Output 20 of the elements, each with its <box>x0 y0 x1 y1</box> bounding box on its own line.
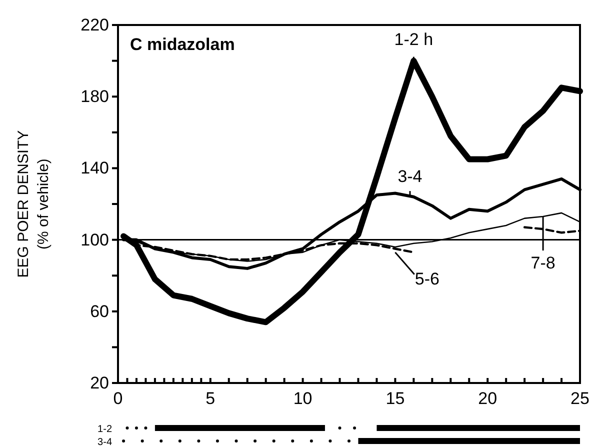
y-axis-title: EEG POER DENSITY (% of vehicle) <box>15 130 52 278</box>
text: C midazolam <box>130 35 235 54</box>
y-tick-label: 60 <box>90 302 109 321</box>
x-tick-label: 10 <box>293 389 312 408</box>
annotation: 1-2 h <box>394 30 434 49</box>
text: 3-4 <box>98 437 112 446</box>
annotation: 7-8 <box>530 254 556 273</box>
x-tick-label: 15 <box>386 389 405 408</box>
y-tick-label: 220 <box>80 15 109 34</box>
x-tick-label: 5 <box>206 389 216 408</box>
annotation: 3-4 <box>398 167 422 186</box>
x-tick-label: 20 <box>478 389 498 408</box>
y-tick-label: 100 <box>80 230 109 250</box>
y-tick-label: 180 <box>80 87 109 106</box>
y-tick-label: 20 <box>90 373 109 392</box>
y-tick-label: 140 <box>80 158 109 178</box>
text: 1-2 <box>98 424 112 435</box>
x-tick-label: 25 <box>570 389 590 408</box>
annotation: 5-6 <box>414 269 440 288</box>
x-tick-label: 0 <box>113 389 123 408</box>
